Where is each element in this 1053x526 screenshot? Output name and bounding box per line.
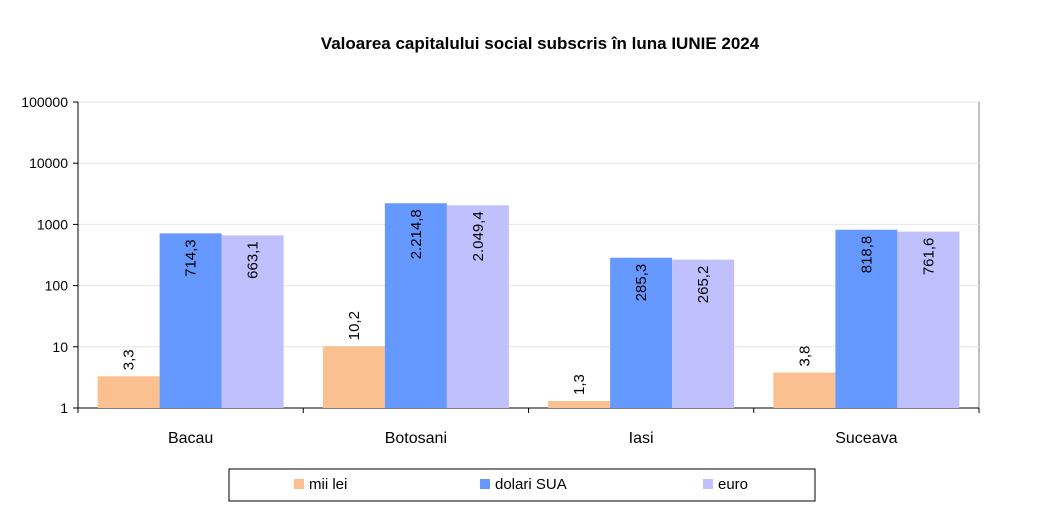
legend-swatch xyxy=(480,479,490,489)
y-tick-label: 1000 xyxy=(37,216,68,232)
legend-frame xyxy=(228,468,816,502)
category-label: Iasi xyxy=(629,430,654,447)
data-label: 714,3 xyxy=(183,239,200,277)
bar-dolari-sua xyxy=(159,233,222,408)
category-label: Botosani xyxy=(385,430,447,447)
data-label: 265,2 xyxy=(695,266,712,304)
y-tick-label: 100 xyxy=(45,278,69,294)
legend-swatch xyxy=(294,479,304,489)
category-label: Suceava xyxy=(835,430,897,447)
y-tick-label: 100000 xyxy=(21,94,68,110)
data-label: 761,6 xyxy=(920,238,937,276)
legend-label: mii lei xyxy=(309,476,347,493)
legend-label: dolari SUA xyxy=(495,476,567,493)
bar-dolari-sua xyxy=(384,203,447,408)
data-label: 3,3 xyxy=(121,349,138,370)
data-label: 10,2 xyxy=(346,311,363,340)
bar-mii-lei xyxy=(322,346,385,408)
bar-mii-lei xyxy=(97,376,160,408)
y-tick-label: 10 xyxy=(52,339,68,355)
data-label: 3,8 xyxy=(796,346,813,367)
legend: mii lei dolari SUA euro xyxy=(228,468,816,502)
bar-euro xyxy=(897,231,960,408)
plot-area: 1 10 100 1000 10000 100000 3,3 714,3 663,1 Bacau 1… xyxy=(21,94,980,447)
bar-euro xyxy=(446,205,509,408)
legend-label: euro xyxy=(718,476,748,493)
data-label: 818,8 xyxy=(858,236,875,274)
y-tick-label: 1 xyxy=(60,400,68,416)
category-label: Bacau xyxy=(168,430,213,447)
legend-swatch xyxy=(703,479,713,489)
bar-euro xyxy=(672,259,735,408)
data-label: 1,3 xyxy=(571,374,588,395)
data-label: 2.214,8 xyxy=(408,209,425,259)
y-tick-label: 10000 xyxy=(29,155,68,171)
bar-dolari-sua xyxy=(610,257,673,408)
bar-mii-lei xyxy=(773,372,836,408)
chart-title: Valoarea capitalului social subscris în … xyxy=(321,34,760,53)
bar-mii-lei xyxy=(548,401,611,408)
data-label: 285,3 xyxy=(633,264,650,302)
data-label: 2.049,4 xyxy=(470,211,487,261)
bar-dolari-sua xyxy=(835,229,898,408)
bar-euro xyxy=(221,235,284,408)
data-label: 663,1 xyxy=(245,241,262,279)
